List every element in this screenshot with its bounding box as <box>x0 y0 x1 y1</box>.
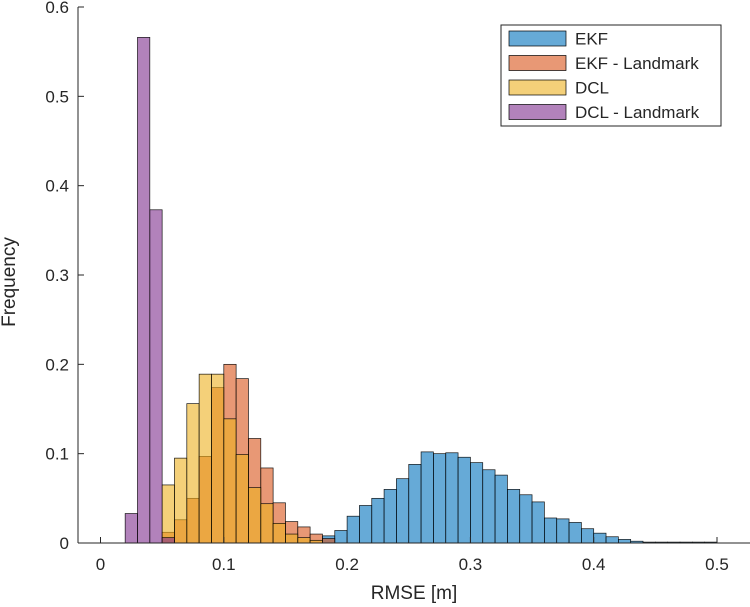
histogram-bar <box>161 537 175 544</box>
histogram-bar <box>124 513 138 544</box>
legend: EKF EKF - Landmark DCL DCL - Landmark <box>500 24 722 127</box>
legend-entry: EKF <box>508 30 608 49</box>
legend-swatch <box>508 55 567 71</box>
y-tick-label: 0.4 <box>45 177 69 196</box>
legend-entry: DCL - Landmark <box>508 103 700 122</box>
histogram-bar <box>137 37 151 544</box>
histogram-bar <box>149 209 163 544</box>
histogram-bar <box>494 474 508 544</box>
x-tick-label: 0.4 <box>582 555 606 574</box>
histogram-bar <box>260 503 274 544</box>
legend-label: DCL - Landmark <box>575 103 700 122</box>
histogram-bar <box>186 403 200 544</box>
histogram-bar <box>544 517 558 544</box>
histogram-bar <box>285 533 299 544</box>
y-tick-label: 0.1 <box>45 445 69 464</box>
histogram-bar <box>593 532 607 544</box>
y-tick-label: 0.6 <box>45 0 69 17</box>
histogram-bar <box>161 484 175 544</box>
y-tick-label: 0 <box>60 534 69 553</box>
histogram-bar <box>322 538 336 544</box>
histogram-bar <box>420 451 434 544</box>
series-ekf <box>322 451 718 544</box>
histogram-bar <box>235 454 249 544</box>
histogram-bar <box>618 539 632 544</box>
histogram-bar <box>556 518 570 544</box>
y-tick-label: 0.2 <box>45 355 69 374</box>
histogram-bar <box>457 456 471 544</box>
histogram-bar <box>470 462 484 544</box>
histogram-bar <box>445 452 459 544</box>
histogram-bar <box>507 489 521 544</box>
histogram-bar <box>198 373 212 544</box>
legend-label: EKF - Landmark <box>575 54 699 73</box>
histogram-bar <box>531 501 545 544</box>
histogram-bar <box>581 528 595 544</box>
y-axis-label: Frequency <box>0 237 20 327</box>
histogram-bar <box>272 522 286 544</box>
histogram-bar <box>519 494 533 544</box>
legend-entry: EKF - Landmark <box>508 54 699 73</box>
histogram-bar <box>297 537 311 544</box>
legend-entry: DCL <box>508 79 609 98</box>
histogram-bar <box>482 469 496 544</box>
histogram-bar <box>346 515 360 544</box>
y-tick-label: 0.3 <box>45 266 69 285</box>
legend-label: EKF <box>575 30 608 49</box>
histogram-bar <box>383 489 397 544</box>
histogram-bar <box>371 497 385 544</box>
histogram-bar <box>408 464 422 544</box>
histogram-bar <box>174 457 188 544</box>
histogram-bar <box>248 487 262 544</box>
histogram-bar <box>211 373 225 544</box>
histogram-bar <box>433 453 447 544</box>
legend-swatch <box>508 79 567 96</box>
x-tick-label: 0.2 <box>335 555 359 574</box>
legend-swatch <box>508 30 567 47</box>
histogram-bar <box>359 505 373 544</box>
histogram-bar <box>605 536 619 544</box>
legend-swatch <box>508 104 567 120</box>
y-tick-label: 0.5 <box>45 87 69 106</box>
x-tick-label: 0.1 <box>212 555 236 574</box>
histogram-bar <box>334 530 348 544</box>
x-tick-label: 0.3 <box>459 555 483 574</box>
histogram-bars <box>124 37 718 544</box>
axes: 0 0.1 0.2 0.3 0.4 0.5 0 0.1 0.2 0.3 0.4 0.5 0.6 <box>45 0 750 574</box>
histogram-bar <box>568 522 582 544</box>
x-axis-label: RMSE [m] <box>371 583 458 604</box>
histogram-bar <box>396 478 410 544</box>
legend-label: DCL <box>575 79 609 98</box>
x-tick-label: 0 <box>96 555 105 574</box>
histogram-bar <box>223 418 237 544</box>
x-tick-label: 0.5 <box>705 555 729 574</box>
series-dcl <box>161 373 323 544</box>
